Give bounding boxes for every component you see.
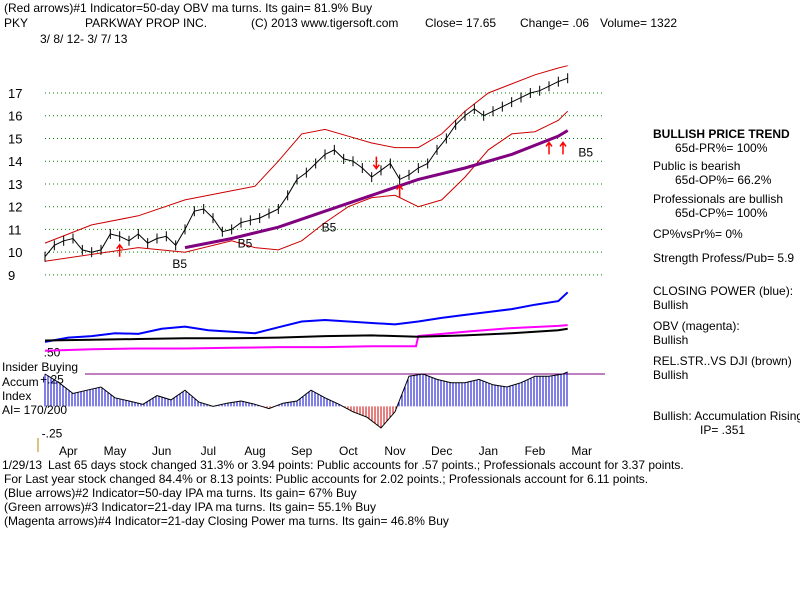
trend-title: BULLISH PRICE TREND bbox=[653, 127, 790, 141]
change-value: Change= .06 bbox=[520, 16, 590, 30]
b5-annotation: B5 bbox=[578, 146, 593, 160]
price-tick-label: 11 bbox=[8, 222, 22, 237]
date-range: 3/ 8/ 12- 3/ 7/ 13 bbox=[40, 32, 128, 46]
op-value: 65d-OP%= 66.2% bbox=[675, 173, 772, 187]
price-tick-label: 10 bbox=[8, 245, 22, 260]
price-axis-ticks: 17 16 15 14 13 12 11 10 9 bbox=[8, 86, 22, 283]
moving-average-line bbox=[184, 129, 569, 250]
cp-value: 65d-CP%= 100% bbox=[675, 206, 768, 220]
price-tick-label: 17 bbox=[8, 86, 22, 101]
relstr-status: Bullish bbox=[653, 368, 689, 382]
month-label-jun: Jun bbox=[152, 444, 171, 458]
footer-year-change: For Last year stock changed 84.4% or 8.1… bbox=[4, 472, 649, 486]
month-label-oct: Oct bbox=[339, 444, 358, 458]
chart-series bbox=[37, 65, 605, 452]
month-label-mar: Mar bbox=[571, 444, 592, 458]
month-label-may: May bbox=[104, 444, 127, 458]
rel-strength-line bbox=[44, 327, 568, 342]
relstr-title: REL.STR..VS DJI (brown) bbox=[653, 354, 792, 368]
accum-status: Bullish: Accumulation Rising bbox=[653, 409, 800, 423]
month-label-dec: Dec bbox=[431, 444, 452, 458]
closing-power-title: CLOSING POWER (blue): bbox=[653, 284, 794, 298]
accum-index-line bbox=[44, 371, 568, 429]
ip-value: IP= .351 bbox=[700, 423, 746, 437]
header-line-red-arrows: (Red arrows)#1 Indicator=50-day OBV ma t… bbox=[4, 1, 373, 15]
month-axis-labels: Apr May Jun Jul Aug Sep Oct Nov Dec Jan Feb Mar bbox=[59, 444, 592, 458]
price-tick-label: 12 bbox=[8, 200, 22, 215]
chart-annotations: B5 B5 B5 B5 bbox=[116, 141, 593, 271]
b5-annotation: B5 bbox=[172, 257, 187, 271]
footer-magenta-arrows: (Magenta arrows)#4 Indicator=21-day Clos… bbox=[4, 514, 449, 528]
ai-value: AI= 170/200 bbox=[2, 403, 68, 417]
price-tick-label: 15 bbox=[8, 131, 22, 146]
red-arrow-up bbox=[116, 243, 124, 257]
company-name: PARKWAY PROP INC. bbox=[85, 16, 208, 30]
obv-line bbox=[44, 324, 568, 352]
red-arrow-down bbox=[372, 156, 380, 170]
month-label-apr: Apr bbox=[59, 444, 78, 458]
month-label-jan: Jan bbox=[479, 444, 498, 458]
pro-title: Professionals are bullish bbox=[653, 192, 784, 206]
lower-band-line bbox=[44, 110, 569, 262]
index-label: Index bbox=[2, 389, 32, 403]
close-price: Close= 17.65 bbox=[425, 16, 497, 30]
accum-tick-label: -.25 bbox=[42, 426, 63, 440]
red-arrow-up bbox=[545, 141, 553, 155]
accum-tick-label: .50 bbox=[44, 345, 61, 359]
footer-green-arrows: (Green arrows)#3 Indicator=21-day IPA ma… bbox=[4, 500, 376, 514]
price-line bbox=[44, 77, 568, 258]
footer-date-overlap: 1/29/13 bbox=[2, 458, 43, 472]
insider-label: Insider Buying bbox=[2, 360, 79, 374]
month-label-nov: Nov bbox=[384, 444, 405, 458]
closing-power-status: Bullish bbox=[653, 298, 689, 312]
footer-blue-arrows: (Blue arrows)#2 Indicator=50-day IPA ma … bbox=[4, 486, 357, 500]
accum-tick-label: +.25 bbox=[40, 372, 64, 386]
cpvspr-value: CP%vsPr%= 0% bbox=[653, 227, 743, 241]
month-label-sep: Sep bbox=[291, 444, 313, 458]
red-arrow-up bbox=[396, 184, 404, 198]
price-tick-label: 9 bbox=[8, 268, 15, 283]
month-label-feb: Feb bbox=[525, 444, 546, 458]
month-label-jul: Jul bbox=[201, 444, 216, 458]
price-tick-label: 14 bbox=[8, 154, 22, 169]
month-label-aug: Aug bbox=[244, 444, 265, 458]
public-title: Public is bearish bbox=[653, 159, 741, 173]
footer-65-day-change: Last 65 days stock changed 31.3% or 3.94… bbox=[48, 458, 684, 472]
red-arrow-up bbox=[559, 141, 567, 155]
accum-label: Accum bbox=[2, 375, 39, 389]
upper-band-line bbox=[44, 65, 568, 244]
closing-power-line bbox=[44, 291, 569, 343]
accum-axis-ticks: .50 +.25 -.25 bbox=[40, 345, 64, 440]
price-tick-label: 13 bbox=[8, 177, 22, 192]
price-tick-label: 16 bbox=[8, 109, 22, 124]
obv-title: OBV (magenta): bbox=[653, 319, 740, 333]
copyright: (C) 2013 www.tigersoft.com bbox=[251, 16, 399, 30]
strength-value: Strength Profess/Pub= 5.9 bbox=[653, 251, 795, 265]
b5-annotation: B5 bbox=[238, 237, 253, 251]
b5-annotation: B5 bbox=[322, 221, 337, 235]
ticker-symbol: PKY bbox=[4, 16, 29, 30]
obv-status: Bullish bbox=[653, 333, 689, 347]
volume-value: Volume= 1322 bbox=[600, 16, 678, 30]
chart-gridlines bbox=[45, 92, 605, 276]
pr-value: 65d-PR%= 100% bbox=[675, 141, 768, 155]
